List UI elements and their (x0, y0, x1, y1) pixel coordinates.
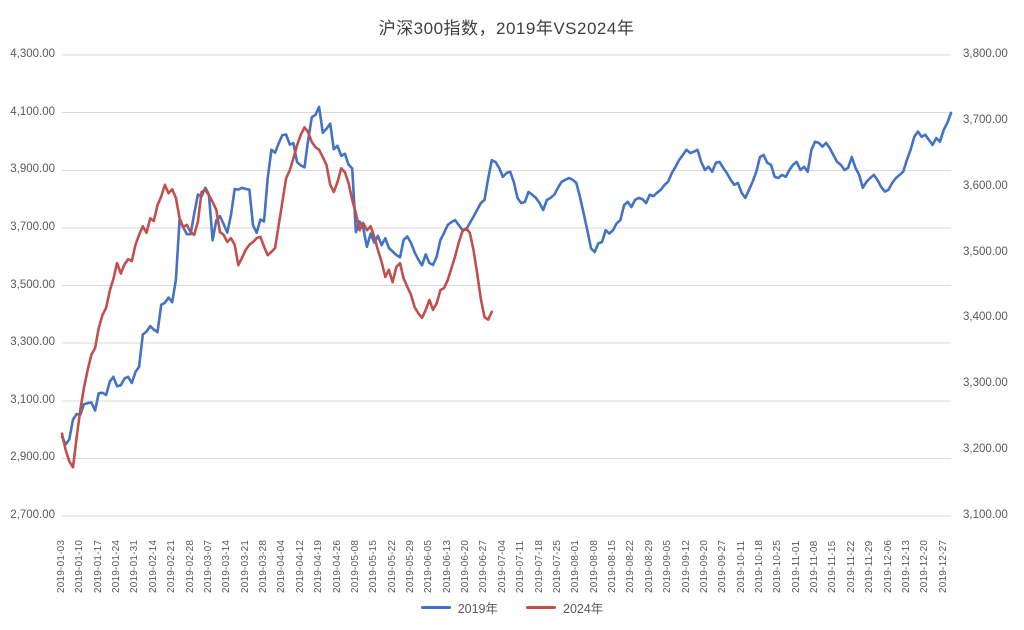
x-axis-tick: 2019-12-06 (882, 539, 894, 593)
x-axis-tick: 2019-09-27 (717, 539, 729, 593)
y-axis-left-tick: 3,500.00 (10, 278, 55, 291)
x-axis-tick: 2019-04-19 (313, 539, 325, 593)
x-axis-tick: 2019-03-07 (202, 539, 214, 593)
x-axis-tick: 2019-04-26 (331, 539, 343, 593)
x-axis-tick: 2019-09-05 (662, 539, 674, 593)
legend: 2019年 2024年 (0, 598, 1024, 617)
x-axis-tick: 2019-09-12 (680, 539, 692, 593)
x-axis-tick: 2019-02-28 (184, 539, 196, 593)
x-axis-tick: 2019-10-18 (753, 539, 765, 593)
x-axis-tick: 2019-04-04 (276, 539, 288, 593)
x-axis-tick: 2019-01-10 (74, 539, 86, 593)
x-axis-tick: 2019-09-20 (698, 539, 710, 593)
x-axis-tick: 2019-06-27 (478, 539, 490, 593)
x-axis-tick: 2019-11-01 (790, 540, 802, 593)
x-axis-tick: 2019-12-27 (937, 539, 949, 593)
y-axis-right-tick: 3,500.00 (963, 245, 1008, 258)
x-axis-tick: 2019-07-25 (551, 539, 563, 593)
y-axis-left-tick: 3,300.00 (10, 336, 55, 349)
y-axis-left-tick: 3,700.00 (10, 220, 55, 233)
x-axis-tick: 2019-06-13 (441, 539, 453, 593)
legend-label-2024: 2024年 (563, 602, 604, 616)
x-axis-tick: 2019-05-22 (386, 539, 398, 593)
x-axis-tick: 2019-10-11 (735, 540, 747, 593)
y-axis-right-tick: 3,600.00 (963, 179, 1008, 192)
chart-title: 沪深300指数，2019年VS2024年 (378, 19, 635, 38)
x-axis-tick: 2019-12-20 (919, 539, 931, 593)
legend-item-2024[interactable]: 2024年 (526, 598, 603, 617)
y-axis-right-tick: 3,100.00 (963, 509, 1008, 521)
x-axis-tick: 2019-08-29 (643, 539, 655, 593)
x-axis-tick: 2019-06-05 (423, 539, 435, 593)
y-axis-left-tick: 2,700.00 (10, 509, 55, 521)
y-axis-left-tick: 3,900.00 (10, 163, 55, 176)
x-axis-tick: 2019-01-03 (56, 539, 67, 593)
y-axis-right: 3,800.00 3,700.00 3,600.00 3,500.00 3,400.00… (963, 0, 1024, 630)
x-axis-tick: 2019-07-11 (515, 540, 527, 593)
x-axis-tick: 2019-07-04 (496, 539, 508, 593)
x-axis-tick: 2019-08-08 (588, 539, 600, 593)
x-axis-tick: 2019-02-14 (147, 539, 159, 593)
x-axis-tick: 2019-04-12 (294, 539, 306, 593)
x-axis-tick: 2019-07-18 (533, 539, 545, 593)
y-axis-right-tick: 3,200.00 (963, 443, 1008, 456)
x-axis-tick: 2019-01-31 (129, 539, 141, 593)
y-axis-right-tick: 3,700.00 (963, 113, 1008, 126)
x-axis-tick: 2019-05-15 (368, 539, 380, 593)
y-axis-right-tick: 3,400.00 (963, 311, 1008, 324)
x-axis-tick: 2019-01-17 (92, 539, 104, 593)
x-axis-tick: 2019-11-08 (809, 540, 821, 593)
x-axis-tick: 2019-10-25 (772, 539, 784, 593)
legend-item-2019[interactable]: 2019年 (420, 598, 498, 617)
x-axis-tick: 2019-06-20 (460, 539, 472, 593)
y-axis-right-tick: 3,300.00 (963, 377, 1008, 390)
x-axis-tick: 2019-11-29 (864, 540, 876, 593)
x-axis-tick: 2019-03-28 (258, 539, 270, 593)
y-axis-left: 4,300.00 4,100.00 3,900.00 3,700.00 3,500.00… (0, 0, 55, 630)
y-axis-left-tick: 4,100.00 (10, 105, 55, 118)
x-axis-tick: 2019-08-01 (570, 539, 582, 593)
x-axis-tick: 2019-05-08 (349, 539, 361, 593)
x-axis-tick: 2019-02-21 (166, 539, 178, 593)
x-axis-tick: 2019-12-13 (900, 539, 912, 593)
x-axis-tick: 2019-03-14 (221, 539, 233, 593)
y-axis-right-tick: 3,800.00 (963, 48, 1008, 60)
x-axis-tick: 2019-05-29 (404, 539, 416, 593)
x-axis-tick: 2019-08-15 (607, 539, 619, 593)
x-axis-tick: 2019-01-24 (111, 539, 123, 593)
x-axis-tick: 2019-08-22 (625, 539, 637, 593)
legend-line-swatch-2019 (420, 605, 451, 610)
legend-line-swatch-2024 (526, 605, 556, 610)
y-axis-left-tick: 4,300.00 (10, 48, 55, 60)
series-line-2019年[interactable] (60, 105, 953, 446)
y-axis-left-tick: 3,100.00 (10, 393, 55, 406)
x-axis-tick: 2019-11-15 (827, 540, 839, 593)
series-line-2024年[interactable] (60, 126, 494, 469)
legend-label-2019: 2019年 (457, 602, 498, 616)
x-axis-tick: 2019-11-22 (845, 540, 857, 593)
x-axis-tick: 2019-03-21 (239, 539, 251, 593)
y-axis-left-tick: 2,900.00 (10, 451, 55, 464)
